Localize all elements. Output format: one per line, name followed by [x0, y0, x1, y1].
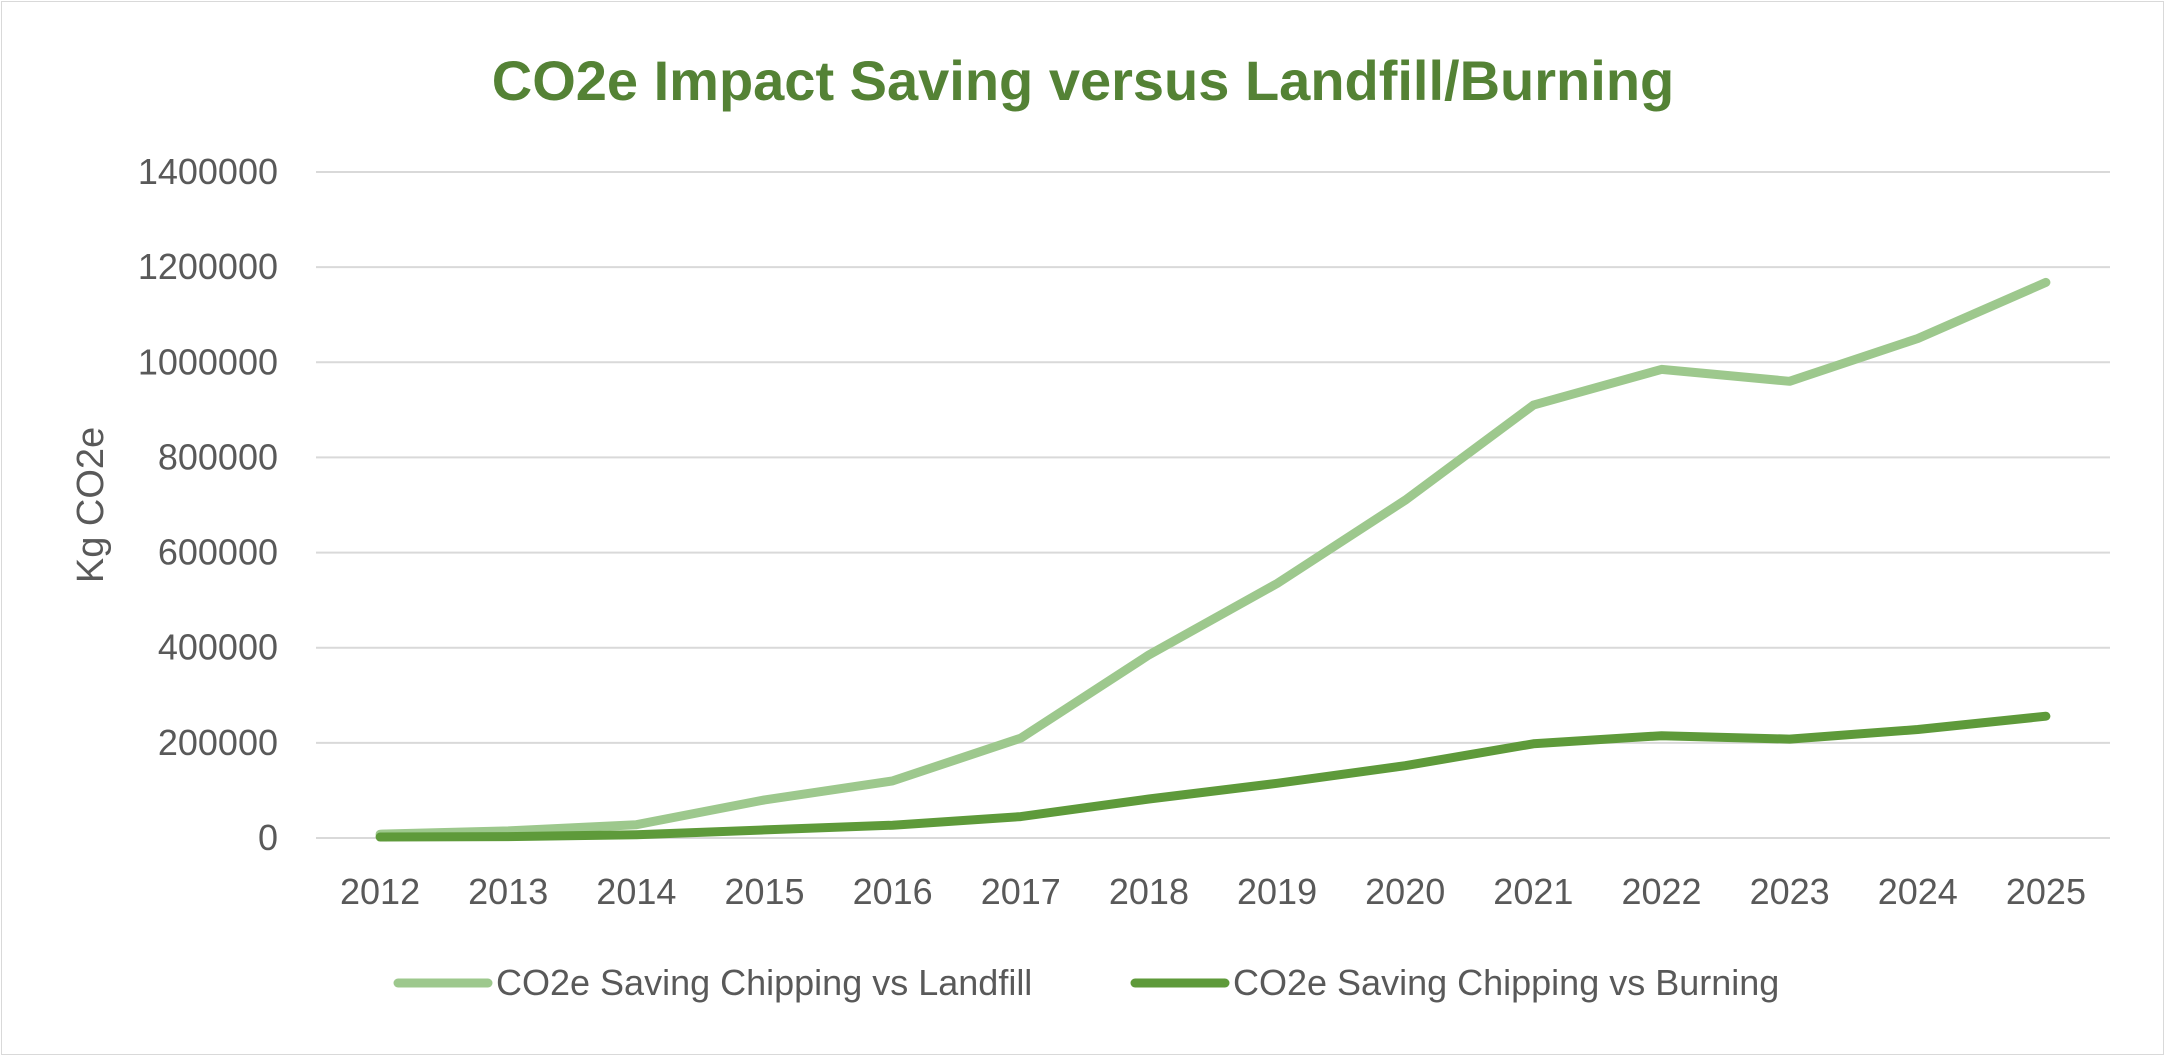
data-point [764, 799, 765, 801]
data-point [635, 834, 637, 836]
y-tick-label: 1200000 [138, 246, 278, 287]
data-point [1020, 816, 1022, 818]
y-tick-label: 800000 [158, 436, 278, 477]
x-tick-label: 2013 [468, 871, 548, 912]
x-tick-label: 2023 [1750, 871, 1830, 912]
data-point [2045, 715, 2047, 717]
legend-label-1: CO2e Saving Chipping vs Landfill [496, 962, 1032, 1003]
data-point [507, 836, 509, 838]
data-point [1532, 743, 1534, 745]
x-tick-label: 2014 [596, 871, 676, 912]
data-point [507, 830, 509, 832]
data-point [1789, 738, 1791, 740]
legend-label-2: CO2e Saving Chipping vs Burning [1233, 962, 1779, 1003]
x-tick-label: 2020 [1365, 871, 1445, 912]
data-point [1661, 735, 1662, 737]
series-lines [375, 277, 2051, 842]
y-tick-label: 200000 [158, 722, 278, 763]
data-point [1148, 654, 1150, 656]
legend: CO2e Saving Chipping vs Landfill CO2e Sav… [393, 962, 1779, 1003]
data-point [379, 836, 381, 838]
data-point [1404, 765, 1406, 767]
y-tick-label: 600000 [158, 532, 278, 573]
data-point [1789, 380, 1791, 382]
x-axis-ticks: 2012 2013 2014 2015 2016 2017 2018 2019 2020 2021… [340, 871, 2086, 912]
x-tick-label: 2021 [1493, 871, 1573, 912]
data-point [1661, 368, 1662, 370]
x-tick-label: 2015 [724, 871, 804, 912]
x-tick-label: 2024 [1878, 871, 1958, 912]
y-tick-label: 0 [258, 817, 278, 858]
data-point [1276, 582, 1278, 584]
data-point [1404, 499, 1406, 501]
data-point [1276, 782, 1278, 784]
x-tick-label: 2012 [340, 871, 420, 912]
y-tick-label: 1000000 [138, 341, 278, 382]
x-tick-label: 2018 [1109, 871, 1189, 912]
chart-title: CO2e Impact Saving versus Landfill/Burni… [492, 49, 1674, 112]
y-tick-label: 1400000 [138, 151, 278, 192]
x-tick-label: 2016 [853, 871, 933, 912]
series-line-2 [375, 711, 2051, 842]
data-point [1532, 404, 1534, 406]
data-point [764, 829, 765, 831]
series-line-1 [375, 277, 2051, 839]
y-axis-ticks: 0 200000 400000 600000 800000 1000000 1200000 1… [138, 151, 278, 858]
x-tick-label: 2022 [1621, 871, 1701, 912]
data-point [892, 824, 894, 826]
x-tick-label: 2017 [981, 871, 1061, 912]
y-tick-label: 400000 [158, 627, 278, 668]
data-point [1148, 798, 1150, 800]
data-point [1020, 737, 1022, 739]
data-point [2045, 281, 2047, 283]
x-tick-label: 2019 [1237, 871, 1317, 912]
data-point [1917, 729, 1919, 731]
y-axis-label: Kg CO2e [70, 427, 112, 583]
data-point [892, 780, 894, 782]
data-point [1917, 338, 1919, 339]
data-point [635, 824, 637, 826]
x-tick-label: 2025 [2006, 871, 2086, 912]
